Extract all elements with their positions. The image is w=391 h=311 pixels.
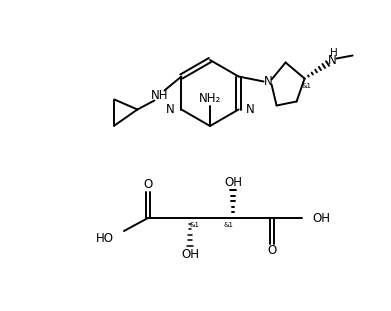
Text: N: N: [328, 54, 337, 67]
Text: O: O: [143, 179, 152, 192]
Text: H: H: [330, 48, 337, 58]
Text: NH₂: NH₂: [199, 91, 221, 104]
Text: HO: HO: [96, 231, 114, 244]
Text: OH: OH: [224, 175, 242, 188]
Text: NH: NH: [151, 89, 168, 102]
Text: OH: OH: [312, 211, 330, 225]
Text: &1: &1: [224, 222, 234, 228]
Text: &1: &1: [189, 222, 199, 228]
Text: N: N: [264, 75, 273, 88]
Text: N: N: [166, 103, 174, 116]
Text: &1: &1: [301, 82, 312, 89]
Text: OH: OH: [181, 248, 199, 261]
Text: N: N: [246, 103, 254, 116]
Text: O: O: [267, 244, 276, 258]
